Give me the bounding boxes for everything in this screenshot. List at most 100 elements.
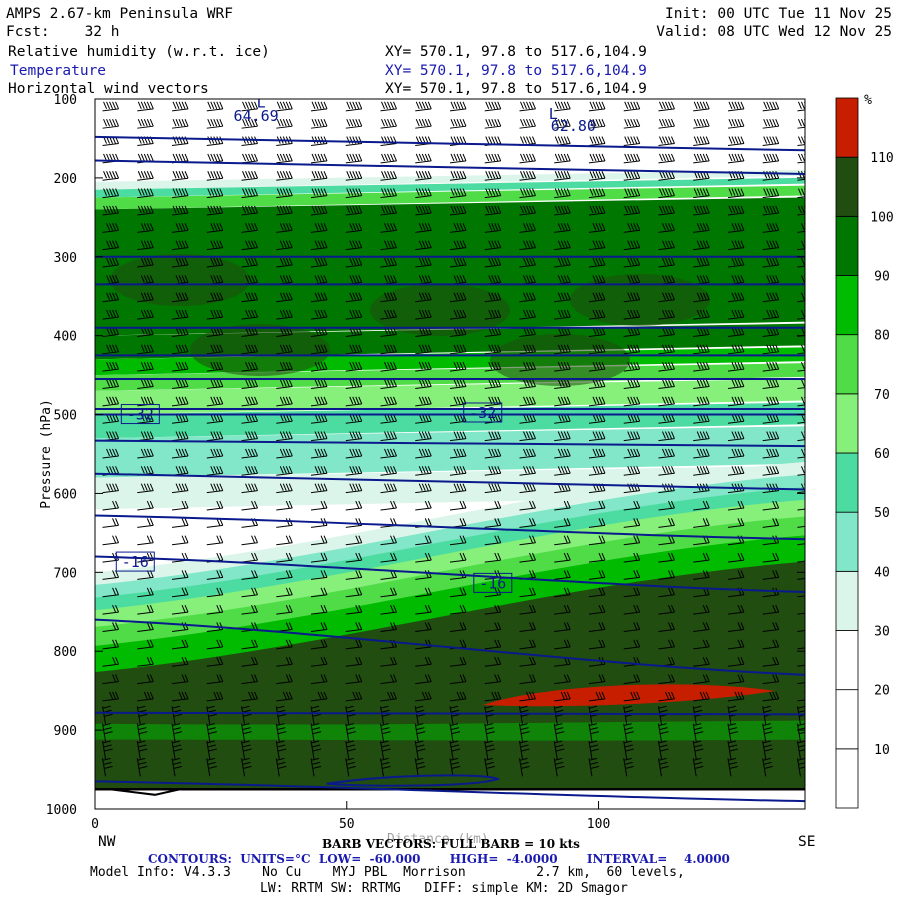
wind-barb <box>380 379 397 390</box>
wind-barb <box>415 448 432 459</box>
wind-barb <box>310 379 328 390</box>
wind-barb <box>171 344 189 355</box>
wind-barb <box>137 500 154 511</box>
wind-barb <box>484 344 502 355</box>
wind-barb <box>415 483 432 494</box>
wind-barb <box>241 431 258 442</box>
wind-barb <box>658 344 675 355</box>
wind-barb <box>693 674 710 685</box>
wind-barb <box>345 171 363 181</box>
wind-barb <box>241 705 252 725</box>
wind-barb <box>658 361 675 372</box>
contour-label-box <box>473 572 513 593</box>
wind-barb <box>206 757 217 777</box>
wind-barb <box>484 691 502 702</box>
wind-barb <box>310 622 328 632</box>
wind-barb <box>206 344 224 355</box>
wind-barb <box>519 379 536 390</box>
wind-barb <box>519 483 536 494</box>
wind-barb <box>310 552 328 563</box>
wind-barb <box>692 723 704 742</box>
wind-barb <box>623 344 641 355</box>
wind-barb <box>310 705 322 725</box>
wind-barb <box>727 740 739 760</box>
wind-barb <box>762 396 780 407</box>
wind-barb <box>171 604 189 615</box>
temperature-contour <box>95 711 805 716</box>
field-label-temperature: Temperature <box>10 63 107 79</box>
wind-barb <box>727 223 745 233</box>
wind-barb <box>137 171 154 181</box>
colorbar-segment <box>835 689 859 750</box>
y-tick-label: 400 <box>54 330 77 345</box>
wind-barb <box>276 552 293 563</box>
colorbar-label: 30 <box>874 625 890 640</box>
wind-barb <box>519 466 536 476</box>
wind-barb <box>727 466 745 476</box>
wind-barb <box>623 327 641 337</box>
wind-barb <box>797 595 805 598</box>
wind-barb <box>519 240 536 251</box>
wind-barb <box>241 691 258 702</box>
wind-barb <box>449 483 467 494</box>
wind-barb <box>171 587 189 598</box>
wind-barb <box>449 361 467 372</box>
wind-barb <box>241 188 258 199</box>
colorbar-segment <box>835 570 859 631</box>
wind-barb <box>553 757 565 777</box>
wind-barb <box>762 757 773 777</box>
wind-barb <box>380 448 397 459</box>
wind-barb <box>623 396 641 407</box>
wind-barb <box>102 740 113 760</box>
temperature-contour <box>95 555 805 594</box>
nw-label: NW <box>98 834 116 850</box>
wind-barb <box>137 604 154 615</box>
wind-barb <box>310 691 328 702</box>
wind-barb <box>797 664 805 667</box>
wind-barb <box>206 101 224 112</box>
wind-barb <box>554 223 571 233</box>
wind-barb <box>449 171 467 181</box>
wind-barb <box>658 136 675 147</box>
wind-barb <box>588 309 606 320</box>
wind-barb <box>380 705 391 725</box>
wind-barb <box>554 118 571 129</box>
wind-barb <box>206 292 224 303</box>
colorbar-label: 40 <box>874 565 890 580</box>
wind-barb <box>484 223 502 233</box>
wind-barb <box>102 757 113 777</box>
wind-barb <box>206 691 224 702</box>
wind-barb <box>588 757 600 777</box>
wind-barb <box>414 723 426 742</box>
wind-barb <box>588 361 606 372</box>
wind-barb <box>414 705 426 725</box>
wind-barb <box>171 257 189 268</box>
wind-barb <box>449 101 467 112</box>
valid-time: Valid: 08 UTC Wed 12 Nov 25 <box>656 24 892 40</box>
wind-barb <box>762 448 780 459</box>
x-axis-title: Distance (km) <box>387 832 489 847</box>
wind-barb <box>345 757 356 777</box>
wind-barb <box>623 622 641 632</box>
wind-barb <box>102 344 120 355</box>
wind-barb <box>484 757 495 777</box>
colorbar-segment <box>835 748 859 809</box>
wind-barb <box>658 153 675 164</box>
wind-barb <box>276 604 293 615</box>
se-label: SE <box>798 834 816 850</box>
wind-barb <box>241 483 258 494</box>
wind-barb <box>797 612 805 615</box>
wind-barb <box>484 171 502 181</box>
wind-barb <box>137 570 154 580</box>
wind-barb <box>623 257 641 268</box>
wind-barb <box>171 240 189 251</box>
wind-barb <box>276 205 293 216</box>
wind-barb <box>588 740 600 760</box>
wind-barb <box>310 639 328 650</box>
wind-barb <box>206 657 224 667</box>
wind-barb <box>484 604 502 615</box>
wind-barb <box>380 118 397 129</box>
wind-barb <box>380 466 397 476</box>
wind-barb <box>449 757 461 777</box>
wind-barb <box>449 205 467 216</box>
